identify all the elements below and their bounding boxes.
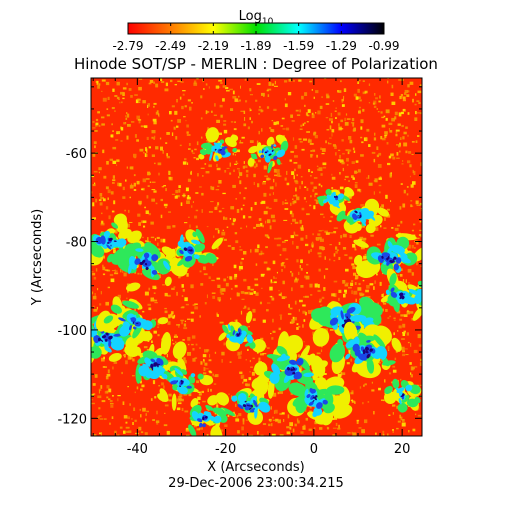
x-axis-ticks: -40 -20 0 20 [92, 78, 411, 457]
colorbar-tick-label: -2.19 [198, 39, 229, 53]
y-tick-label: -100 [57, 324, 87, 339]
date-label: 29-Dec-2006 23:00:34.215 [168, 476, 344, 491]
polarization-patch [91, 213, 142, 266]
plot-frame [90, 77, 423, 437]
colorbar-tick-label: -2.79 [112, 39, 143, 53]
polarization-patch [111, 240, 188, 292]
polarization-patch [287, 376, 353, 426]
x-axis-label: X (Arcseconds) [207, 460, 304, 475]
polarization-patch [188, 395, 228, 436]
y-axis-ticks: -120 -100 -80 -60 [57, 86, 422, 427]
colorbar-ticks: -2.79 -2.49 -2.19 -1.89 -1.59 -1.29 -0.99 [112, 23, 400, 53]
x-tick-label: 20 [394, 442, 411, 457]
colorbar-tick-label: -0.99 [368, 39, 399, 53]
y-tick-label: -80 [66, 236, 87, 251]
y-tick-label: -120 [57, 412, 87, 427]
colorbar: Log10 -2.79 -2.49 -2.19 -1.89 -1.59 -1.29 -0.9… [112, 9, 399, 53]
map-levels [91, 127, 422, 436]
x-tick-label: -40 [127, 442, 148, 457]
colorbar-tick-label: -1.59 [283, 39, 314, 53]
colorbar-tick-label: -1.29 [326, 39, 357, 53]
heatmap [91, 78, 422, 436]
polarization-patch [383, 378, 422, 413]
colorbar-label: Log10 [239, 9, 274, 27]
polarization-patch [329, 321, 402, 379]
polarization-patch [169, 228, 223, 270]
y-tick-label: -60 [66, 147, 87, 162]
polarization-patch [215, 377, 271, 425]
colorbar-tick-label: -1.89 [240, 39, 271, 53]
polarization-patch [218, 311, 266, 353]
polarization-patch [353, 233, 422, 279]
polarization-patch [157, 367, 214, 411]
polarization-patch [380, 268, 422, 321]
x-tick-label: -20 [215, 442, 236, 457]
polarization-patch [316, 187, 355, 209]
polarization-patch [95, 296, 169, 350]
x-tick-label: 0 [310, 442, 318, 457]
colorbar-tick-label: -2.49 [155, 39, 186, 53]
chart-title: Hinode SOT/SP - MERLIN : Degree of Polar… [74, 55, 438, 73]
polarization-patch [198, 127, 239, 162]
polarization-patch [329, 198, 390, 234]
y-axis-label: Y (Arcseconds) [30, 209, 45, 306]
polarization-patch [247, 134, 289, 174]
